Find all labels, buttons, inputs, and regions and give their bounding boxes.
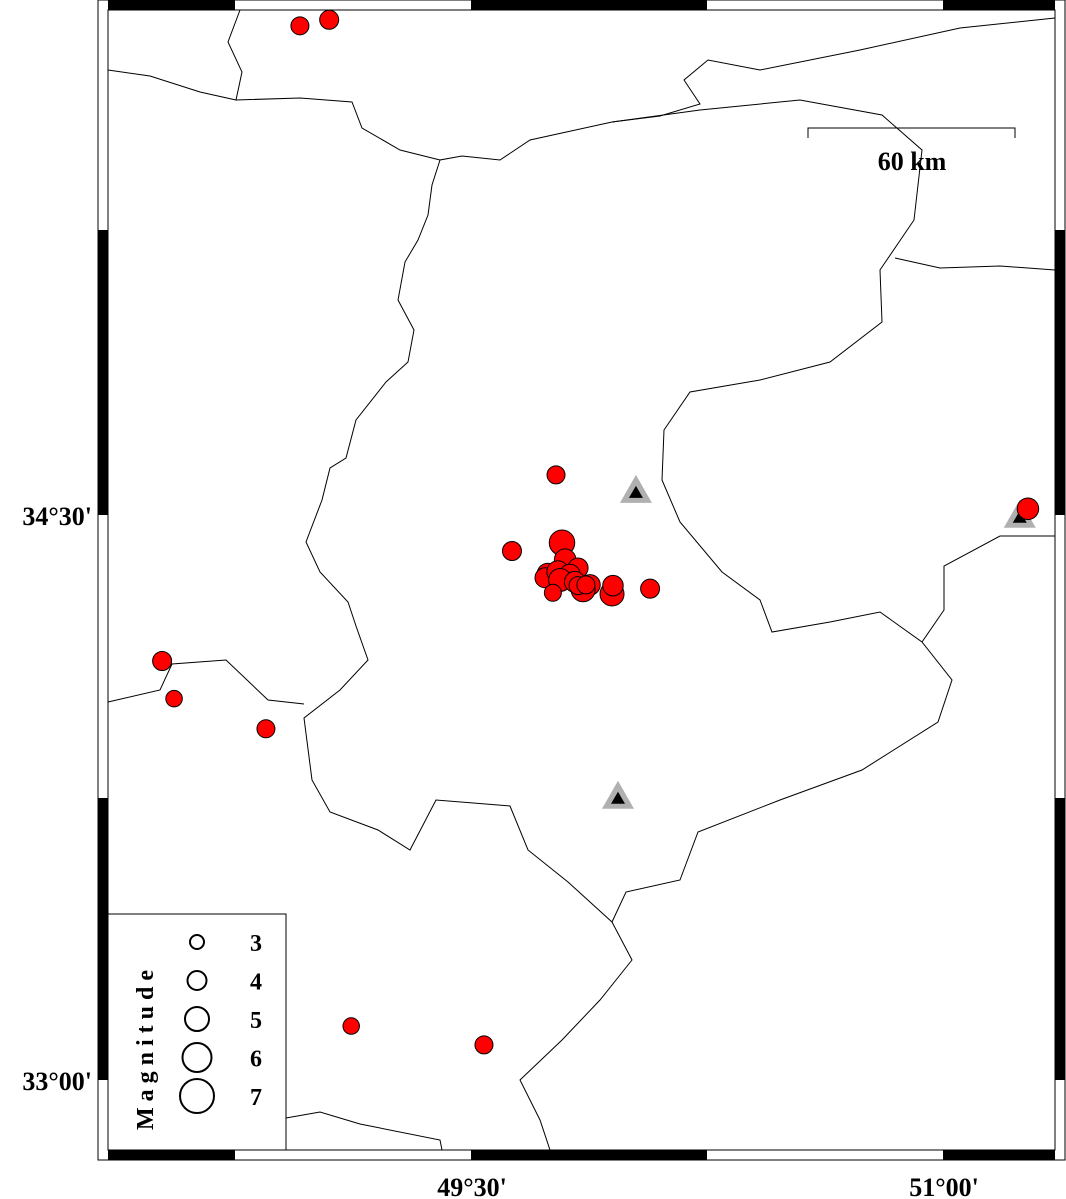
earthquake-event-marker bbox=[152, 650, 173, 671]
magnitude-legend: Magnitude 3 4 5 6 7 bbox=[107, 913, 287, 1151]
earthquake-event-marker bbox=[256, 719, 276, 739]
province-boundaries bbox=[107, 9, 1056, 1151]
legend-magnitude-label: 6 bbox=[250, 1047, 262, 1073]
legend-magnitude-circle bbox=[184, 1006, 210, 1032]
y-tick-label-1: 34°30' bbox=[22, 502, 92, 531]
earthquake-event-marker bbox=[640, 578, 661, 599]
legend-magnitude-label: 7 bbox=[250, 1085, 262, 1111]
east-boundary-2 bbox=[921, 535, 1055, 643]
legend-magnitude-circle bbox=[179, 1078, 215, 1114]
frame-checker-bars bbox=[98, 0, 1065, 1160]
legend-title: Magnitude bbox=[133, 964, 159, 1130]
earthquake-event-marker bbox=[1016, 497, 1040, 521]
legend-magnitude-circle bbox=[189, 934, 205, 950]
earthquake-event-marker bbox=[543, 583, 562, 602]
earthquake-event-marker bbox=[546, 465, 566, 485]
northeast-boundary bbox=[611, 17, 1056, 123]
events-layer bbox=[152, 9, 1040, 1055]
north-boundary-2 bbox=[235, 97, 441, 161]
east-boundary bbox=[894, 257, 1056, 271]
legend-magnitude-circle bbox=[186, 970, 208, 991]
earthquake-event-marker bbox=[576, 575, 596, 595]
stations-layer bbox=[601, 474, 1036, 809]
west-boundary bbox=[107, 659, 305, 705]
legend-magnitude-label: 4 bbox=[250, 970, 262, 996]
y-tick-label-2: 33°00' bbox=[22, 1067, 92, 1096]
south-boundary bbox=[519, 921, 633, 1151]
earthquake-event-marker bbox=[602, 574, 624, 597]
x-tick-label-1: 49°30' bbox=[437, 1173, 507, 1199]
seismic-station-icon bbox=[619, 474, 652, 503]
legend-magnitude-circle bbox=[181, 1042, 213, 1073]
central-province-boundary bbox=[303, 99, 953, 923]
legend-magnitude-label: 5 bbox=[250, 1008, 262, 1034]
scale-bar: 60 km bbox=[807, 127, 1016, 176]
earthquake-event-marker bbox=[290, 16, 310, 36]
seismic-station-icon bbox=[601, 780, 634, 809]
earthquake-event-marker bbox=[319, 9, 340, 30]
x-tick-label-2: 51°00' bbox=[909, 1173, 979, 1199]
southwest-boundary bbox=[285, 1111, 443, 1151]
earthquake-event-marker bbox=[165, 689, 183, 708]
earthquake-event-marker bbox=[474, 1035, 494, 1055]
earthquake-event-marker bbox=[501, 540, 522, 561]
scale-bar-label: 60 km bbox=[878, 147, 947, 176]
legend-magnitude-label: 3 bbox=[250, 931, 262, 957]
earthquake-event-marker bbox=[342, 1017, 360, 1035]
